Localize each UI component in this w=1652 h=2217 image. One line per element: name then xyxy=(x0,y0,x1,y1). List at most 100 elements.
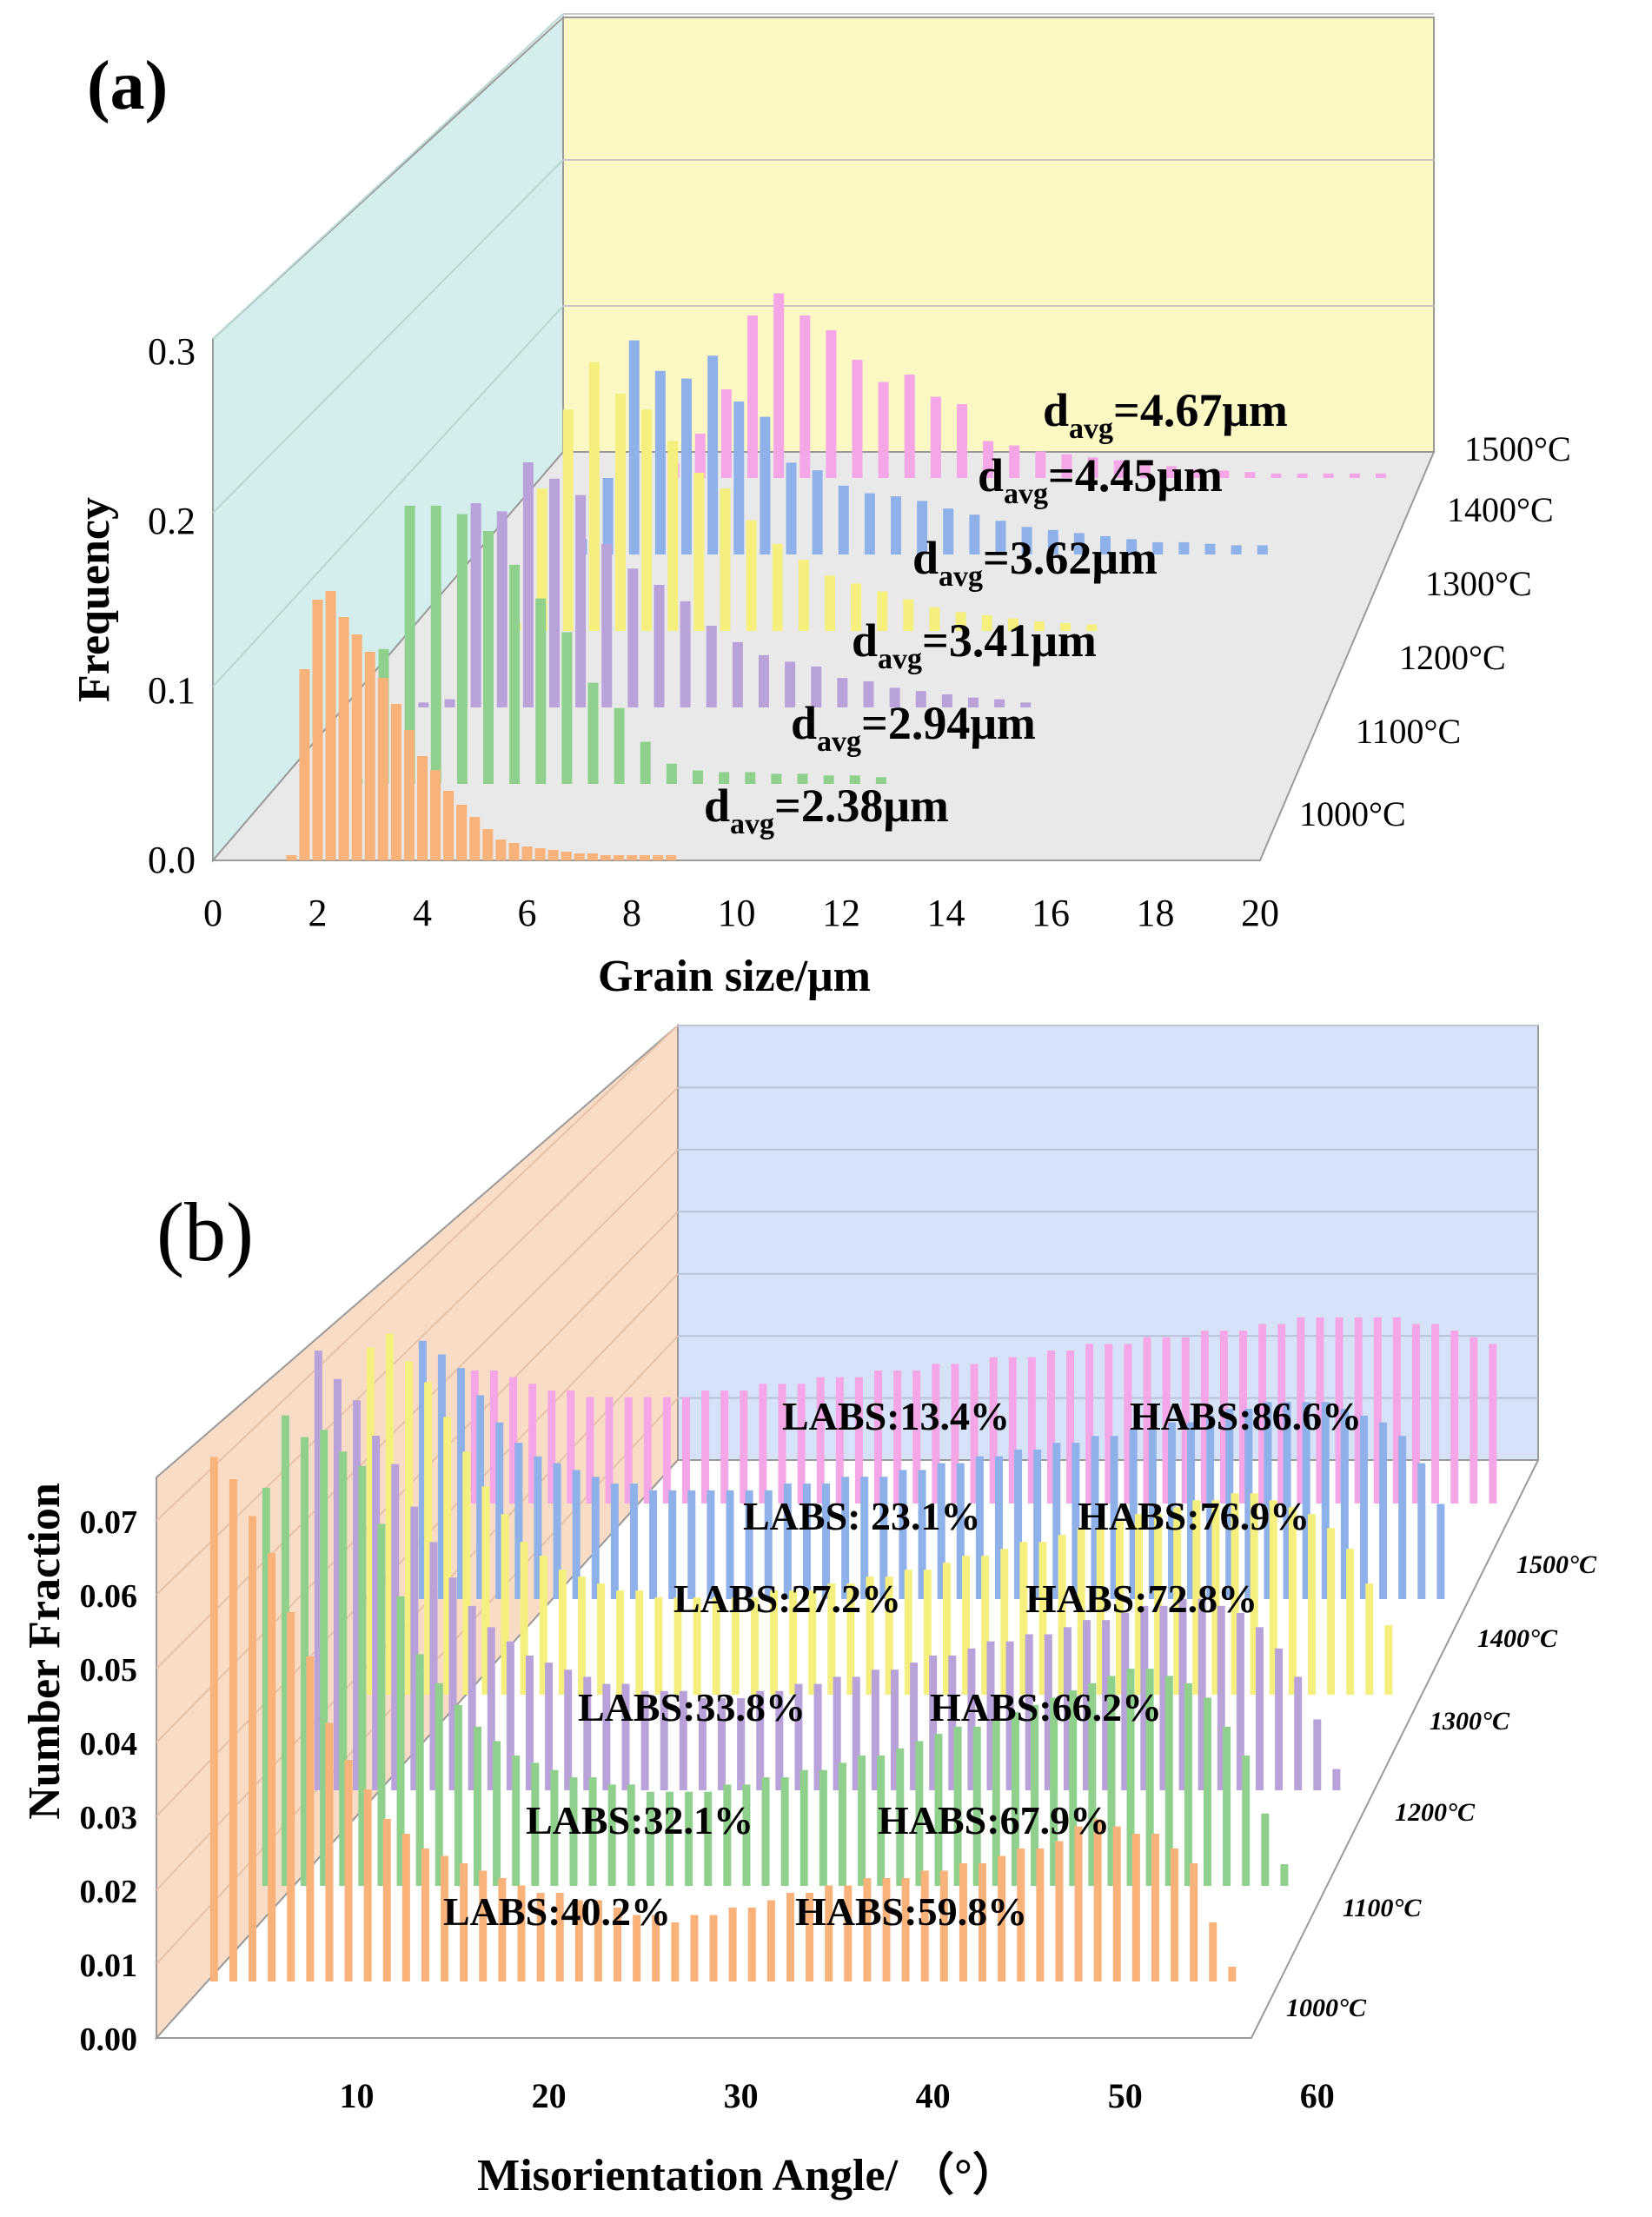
bar-b-3-30 xyxy=(942,1563,951,1695)
bar-a-5-7 xyxy=(852,360,863,478)
bar-b-5-50 xyxy=(1431,1324,1440,1503)
gridline-left xyxy=(212,305,564,687)
bar-b-5-21 xyxy=(874,1371,883,1503)
bar-b-2-23 xyxy=(756,1690,765,1790)
x-tick-a-6: 12 xyxy=(822,892,860,934)
bar-b-3-26 xyxy=(866,1576,874,1695)
bar-b-2-40 xyxy=(1083,1620,1091,1790)
bar-b-5-32 xyxy=(1085,1344,1094,1503)
bar-a-3-20 xyxy=(1034,621,1045,631)
bar-a-4-13 xyxy=(917,501,928,554)
bar-b-1-0 xyxy=(262,1487,270,1886)
bar-a-1-17 xyxy=(797,773,808,784)
bar-b-0-18 xyxy=(555,1893,564,1981)
bar-b-0-11 xyxy=(421,1849,429,1981)
bar-b-3-45 xyxy=(1231,1493,1239,1695)
bar-a-2-8 xyxy=(627,568,639,707)
x-tick-a-4: 8 xyxy=(622,892,641,934)
x-tick-a-3: 6 xyxy=(518,892,537,934)
habs-label-1: HABS:67.9% xyxy=(878,1798,1110,1842)
bar-b-3-48 xyxy=(1288,1507,1297,1695)
bar-a-4-17 xyxy=(1021,527,1032,554)
bar-a-5-10 xyxy=(930,396,941,478)
bar-a-2-18 xyxy=(889,687,900,707)
bar-b-4-42 xyxy=(1225,1409,1234,1599)
bar-b-4-0 xyxy=(418,1340,427,1599)
bar-b-5-15 xyxy=(759,1384,767,1503)
bar-b-5-24 xyxy=(932,1364,940,1503)
bar-b-5-20 xyxy=(854,1377,863,1503)
bar-b-0-20 xyxy=(594,1900,602,1981)
bar-b-2-31 xyxy=(910,1663,919,1790)
bar-b-0-29 xyxy=(766,1900,775,1981)
bar-a-2-7 xyxy=(601,544,613,707)
bar-a-2-21 xyxy=(968,697,979,707)
bar-b-3-4 xyxy=(443,1417,452,1695)
bar-a-1-14 xyxy=(719,772,730,784)
bar-b-4-28 xyxy=(956,1463,965,1599)
bar-b-1-3 xyxy=(320,1430,328,1886)
bar-b-0-27 xyxy=(728,1908,737,1981)
bar-b-4-40 xyxy=(1187,1422,1196,1599)
bar-b-4-46 xyxy=(1302,1402,1310,1599)
bar-b-4-6 xyxy=(534,1456,542,1599)
bar-a-3-18 xyxy=(981,614,992,631)
bar-a-3-5 xyxy=(641,409,653,631)
bar-b-3-34 xyxy=(1019,1542,1028,1695)
y-tick-a-2: 0.2 xyxy=(148,500,196,542)
bar-b-0-26 xyxy=(709,1915,718,1981)
bar-b-4-7 xyxy=(553,1463,561,1599)
bar-b-2-34 xyxy=(967,1648,976,1790)
bar-a-5-9 xyxy=(904,375,915,478)
bar-b-1-42 xyxy=(1069,1690,1078,1886)
bar-b-2-38 xyxy=(1044,1634,1052,1790)
bar-b-2-16 xyxy=(621,1683,630,1790)
bar-b-4-52 xyxy=(1417,1463,1426,1599)
bar-b-3-42 xyxy=(1173,1507,1182,1695)
bar-b-2-37 xyxy=(1025,1634,1033,1790)
bar-b-0-33 xyxy=(844,1885,853,1981)
bar-b-0-14 xyxy=(479,1870,488,1981)
bar-b-5-43 xyxy=(1297,1317,1305,1503)
x-tick-a-2: 4 xyxy=(413,892,432,934)
bar-b-0-12 xyxy=(441,1855,449,1981)
bar-b-2-52 xyxy=(1313,1719,1322,1790)
bar-b-1-53 xyxy=(1280,1864,1289,1886)
bar-a-0-4 xyxy=(338,617,349,860)
bar-b-0-42 xyxy=(1017,1849,1025,1981)
bar-b-5-2 xyxy=(509,1377,518,1503)
gridline-left xyxy=(156,1025,679,1522)
bar-b-4-3 xyxy=(476,1395,485,1599)
bar-b-0-44 xyxy=(1055,1841,1064,1981)
bar-b-2-49 xyxy=(1255,1627,1264,1790)
bar-a-2-23 xyxy=(1020,702,1032,707)
bar-b-1-38 xyxy=(992,1719,1000,1886)
bar-b-4-48 xyxy=(1340,1409,1349,1599)
bar-a-0-7 xyxy=(377,678,388,860)
bar-b-2-15 xyxy=(602,1683,611,1790)
bar-b-5-46 xyxy=(1354,1317,1363,1503)
bar-b-3-1 xyxy=(385,1333,394,1695)
bar-a-3-13 xyxy=(851,583,862,631)
bar-b-0-1 xyxy=(229,1479,237,1981)
bar-b-5-23 xyxy=(912,1371,921,1503)
bar-b-5-9 xyxy=(643,1397,652,1503)
bar-a-2-1 xyxy=(444,699,455,707)
bar-b-4-2 xyxy=(457,1368,466,1599)
bar-b-5-42 xyxy=(1277,1324,1286,1503)
bar-b-3-8 xyxy=(520,1542,528,1695)
bar-a-0-15 xyxy=(482,829,494,860)
bar-b-5-47 xyxy=(1373,1317,1382,1503)
bar-b-5-33 xyxy=(1105,1344,1113,1503)
bar-b-4-33 xyxy=(1052,1443,1061,1599)
bar-b-5-48 xyxy=(1392,1317,1401,1503)
bar-b-5-19 xyxy=(835,1377,844,1503)
bar-b-3-12 xyxy=(597,1583,606,1695)
panel-a-x-ticks: 0 2 4 6 8 10 12 14 16 18 20 xyxy=(203,892,1279,934)
bar-a-4-10 xyxy=(838,485,849,554)
temp-label-b-3: 1300°C xyxy=(1430,1707,1510,1736)
bar-b-5-6 xyxy=(586,1397,594,1503)
bar-a-3-1 xyxy=(536,488,547,631)
bar-a-4-5 xyxy=(707,355,719,554)
